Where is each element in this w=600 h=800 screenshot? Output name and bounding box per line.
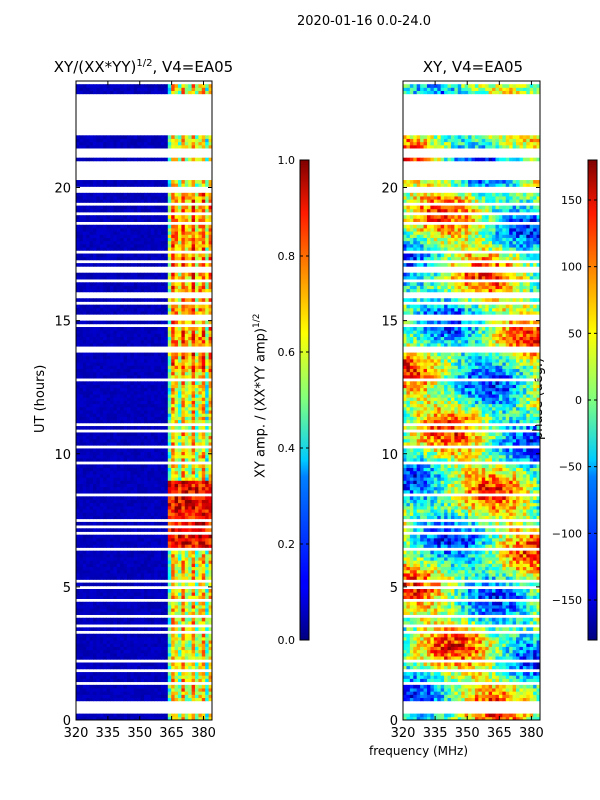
right-panel-xtick-label: 380 [519,726,544,741]
right-panel-ytick-label: 10 [381,448,398,463]
colorbar-phase-tick-label: 0 [575,394,582,407]
left-panel-xtick-label: 365 [159,726,184,741]
left-panel-ytick-label: 10 [54,448,71,463]
left-panel-title: XY/(XX*YY)1/2, V4=EA05 [53,58,234,76]
right-panel-xtick-label: 335 [423,726,448,741]
colorbar-amp [300,160,309,640]
right-panel-xtick-label: 365 [487,726,512,741]
colorbar-phase-tick-label: −150 [552,594,582,607]
left-panel-ytick-label: 5 [63,581,71,596]
left-panel-ytick-label: 20 [54,182,71,197]
left-panel-xtick-label: 350 [127,726,152,741]
figure-suptitle: 2020-01-16 0.0-24.0 [297,14,431,29]
left-panel-frame [75,80,213,721]
right-panel-xtick-label: 350 [455,726,480,741]
colorbar-phase-tick-label: 150 [561,194,582,207]
colorbar-amp-tick-label: 1.0 [278,154,296,167]
colorbar-phase-tick-label: −50 [559,461,582,474]
right-panel-ytick-label: 0 [390,714,398,729]
left-panel-xtick-label: 320 [64,726,89,741]
colorbar-amp-frame [299,159,310,641]
left-panel-xtick-label: 335 [95,726,120,741]
colorbar-phase [588,160,597,640]
left-panel-ytick-label: 0 [63,714,71,729]
colorbar-amp-tick-label: 0.4 [278,442,296,455]
colorbar-amp-tick-label: 0.2 [278,538,296,551]
colorbar-phase-tick-label: 100 [561,261,582,274]
right-panel-ytick-label: 15 [381,315,398,330]
right-panel-title: XY, V4=EA05 [422,58,524,76]
colorbar-phase-tick-label: −100 [552,527,582,540]
left-heatmap-image [76,84,213,721]
left-panel-xtick-label: 380 [191,726,216,741]
right-panel-frame [402,80,541,721]
colorbar-amp-tick-label: 0.6 [278,346,296,359]
right-panel-ytick-label: 20 [381,182,398,197]
colorbar-amp-tick-label: 0.0 [278,634,296,647]
right-panel-ytick-label: 5 [390,581,398,596]
x-axis-label: frequency (MHz) [369,744,469,758]
colorbar-phase-tick-label: 50 [568,327,582,340]
colorbar-amp-tick-label: 0.8 [278,250,296,263]
right-panel-xtick-label: 320 [391,726,416,741]
right-heatmap-image [403,84,541,721]
left-panel-ytick-label: 15 [54,315,71,330]
